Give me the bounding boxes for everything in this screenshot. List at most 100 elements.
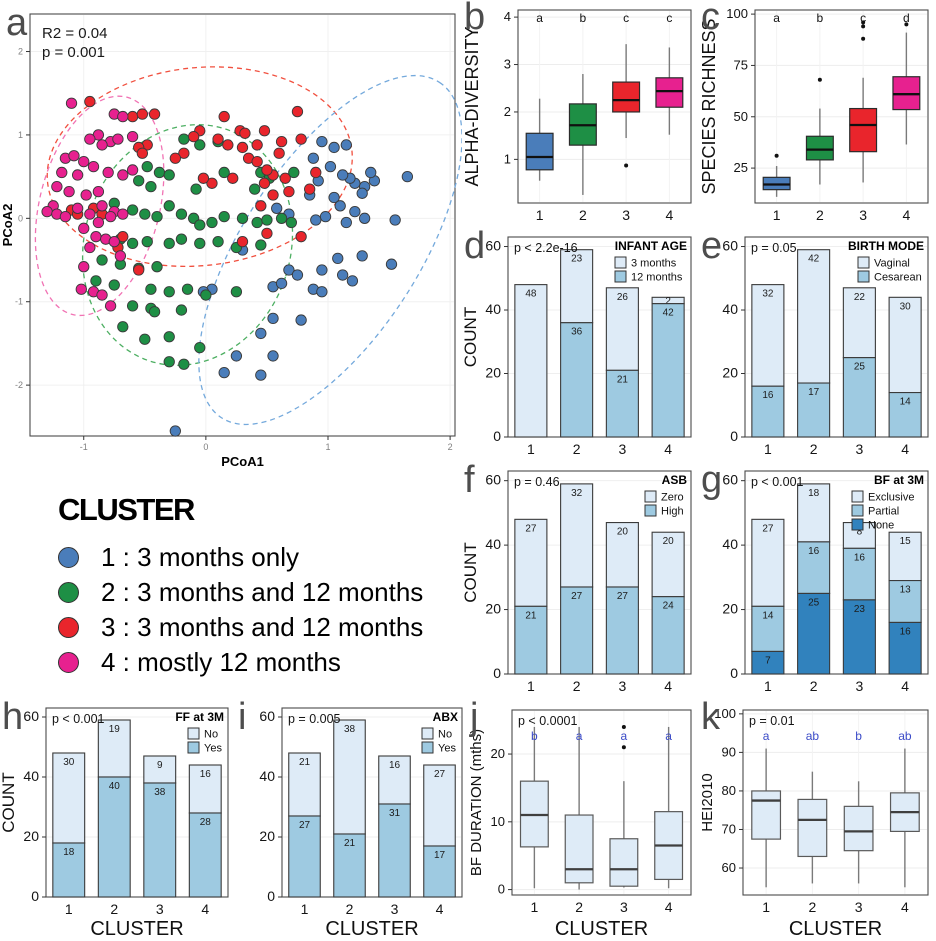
- panel-a: a -1 0 1 2 -2 -1 0 1 2 R2 = 0.04 p = 0.001 PCoA1 PCoA…: [0, 0, 462, 470]
- panel-j: j 0 10 20 1 b 2 a 3 a 4 a p < 0.0001 BF DURATION (mth…: [468, 698, 699, 941]
- svg-text:3: 3: [156, 901, 164, 917]
- legend-item-label: 2 : 3 months and 12 months: [101, 577, 424, 607]
- svg-text:CLUSTER: CLUSTER: [789, 918, 882, 940]
- svg-text:8: 8: [857, 527, 863, 538]
- svg-text:2: 2: [808, 899, 816, 915]
- panel-k-chart: 60 70 80 90 100 1 a 2 ab 3 b 4 ab p = 0.01 HEI2010 CLUS…: [699, 706, 929, 940]
- svg-text:-1: -1: [15, 297, 23, 307]
- svg-text:No: No: [438, 729, 452, 741]
- svg-text:4: 4: [664, 441, 672, 457]
- svg-text:38: 38: [154, 787, 166, 798]
- legend-item-cluster-3: 3 : 3 months and 12 months: [58, 612, 458, 643]
- svg-text:20: 20: [722, 601, 738, 617]
- svg-text:p < 2.2e-16: p < 2.2e-16: [514, 241, 578, 255]
- svg-text:p = 0.001: p = 0.001: [42, 44, 105, 61]
- svg-text:27: 27: [525, 523, 537, 534]
- svg-text:4: 4: [665, 207, 673, 223]
- svg-text:2: 2: [573, 678, 581, 694]
- svg-text:21: 21: [299, 757, 311, 768]
- svg-text:COUNT: COUNT: [0, 772, 18, 832]
- panel-c: c 25 50 75 100 1 a 2 b 3 c 4 d SPECIES RICHNESS: [699, 0, 936, 229]
- svg-text:SPECIES RICHNESS: SPECIES RICHNESS: [699, 18, 719, 194]
- svg-text:3: 3: [855, 678, 863, 694]
- svg-text:0: 0: [493, 665, 501, 681]
- svg-text:3: 3: [855, 899, 863, 915]
- svg-text:20: 20: [663, 536, 675, 547]
- panel-i-chart: 0 20 40 60 21 27 1 38 21 2 16 31 3 27 17 4 p = 0.005 ABX N…: [259, 707, 463, 940]
- svg-text:1: 1: [301, 901, 309, 917]
- svg-text:20: 20: [23, 828, 39, 844]
- svg-text:14: 14: [762, 610, 774, 621]
- svg-text:1: 1: [527, 678, 535, 694]
- svg-text:31: 31: [389, 808, 401, 819]
- svg-text:7: 7: [765, 655, 771, 666]
- svg-text:1: 1: [504, 151, 511, 166]
- svg-text:42: 42: [663, 308, 675, 319]
- svg-text:14: 14: [900, 397, 912, 408]
- panel-h: h 0 20 40 60 30 18 1 19 40 2 9 38 3 16 28 4 p < 0.001 FF a…: [0, 698, 236, 941]
- svg-text:100: 100: [714, 706, 736, 721]
- svg-text:Yes: Yes: [438, 743, 456, 755]
- svg-text:27: 27: [299, 820, 311, 831]
- legend-item-cluster-2: 2 : 3 months and 12 months: [58, 577, 458, 608]
- svg-text:40: 40: [259, 768, 275, 784]
- svg-text:2: 2: [579, 207, 587, 223]
- svg-text:80: 80: [722, 783, 736, 798]
- svg-text:3: 3: [391, 901, 399, 917]
- svg-text:4: 4: [901, 899, 909, 915]
- svg-text:27: 27: [434, 769, 446, 780]
- svg-text:25: 25: [734, 160, 748, 175]
- panel-b: b 1 2 3 4 1 a 2 b 3 c 4 c ALPHA-DIVERSITY: [462, 0, 699, 229]
- svg-text:d: d: [903, 11, 910, 25]
- svg-text:60: 60: [722, 238, 738, 254]
- svg-text:1: 1: [65, 901, 73, 917]
- svg-text:13: 13: [900, 585, 912, 596]
- svg-text:3: 3: [622, 207, 630, 223]
- svg-text:0: 0: [203, 442, 208, 452]
- svg-text:BF at 3M: BF at 3M: [874, 473, 924, 487]
- svg-text:30: 30: [63, 757, 75, 768]
- svg-text:27: 27: [571, 591, 583, 602]
- svg-text:a: a: [621, 729, 628, 743]
- svg-text:p = 0.01: p = 0.01: [749, 714, 795, 728]
- svg-text:b: b: [580, 11, 587, 25]
- svg-text:3: 3: [855, 441, 863, 457]
- svg-text:60: 60: [259, 708, 275, 724]
- svg-text:20: 20: [485, 601, 501, 617]
- panel-f-chart: 0 20 40 60 27 21 1 32 27 2 20 27 3 20 24 4 p = 0.46 ASB Ze…: [462, 470, 692, 694]
- panel-f: f 0 20 40 60 27 21 1 32 27 2 20 27 3 20 24 4 p = 0.46 ASB Z…: [462, 461, 699, 700]
- svg-text:BF DURATION (mths): BF DURATION (mths): [468, 729, 485, 876]
- svg-text:22: 22: [854, 292, 866, 303]
- svg-text:Partial: Partial: [868, 506, 899, 518]
- svg-text:INFANT AGE: INFANT AGE: [615, 239, 687, 253]
- svg-text:c: c: [666, 11, 672, 25]
- svg-text:p < 0.001: p < 0.001: [751, 475, 804, 489]
- svg-text:2: 2: [504, 104, 511, 119]
- svg-text:No: No: [204, 729, 218, 741]
- svg-text:3: 3: [859, 207, 867, 223]
- cluster-legend: CLUSTER 1 : 3 months only 2 : 3 months a…: [58, 492, 458, 682]
- svg-text:100: 100: [726, 6, 748, 21]
- svg-text:p = 0.05: p = 0.05: [751, 241, 797, 255]
- svg-text:42: 42: [808, 254, 820, 265]
- svg-text:25: 25: [808, 597, 820, 608]
- panel-g-chart: 0 20 40 60 27 14 7 1 18 16 25 2 8 16 23 3 15 13 16 4 p < 0.0…: [722, 470, 929, 694]
- svg-text:4: 4: [201, 901, 209, 917]
- svg-text:27: 27: [617, 591, 629, 602]
- svg-text:1: 1: [325, 442, 330, 452]
- svg-text:23: 23: [571, 254, 583, 265]
- svg-text:26: 26: [617, 292, 629, 303]
- svg-text:c: c: [860, 11, 866, 25]
- svg-text:16: 16: [200, 769, 212, 780]
- svg-text:60: 60: [485, 238, 501, 254]
- svg-text:20: 20: [491, 746, 505, 761]
- svg-text:18: 18: [808, 488, 820, 499]
- svg-text:9: 9: [157, 760, 163, 771]
- svg-text:10: 10: [491, 814, 505, 829]
- svg-text:ab: ab: [898, 729, 912, 743]
- svg-text:90: 90: [722, 744, 736, 759]
- svg-text:75: 75: [734, 57, 748, 72]
